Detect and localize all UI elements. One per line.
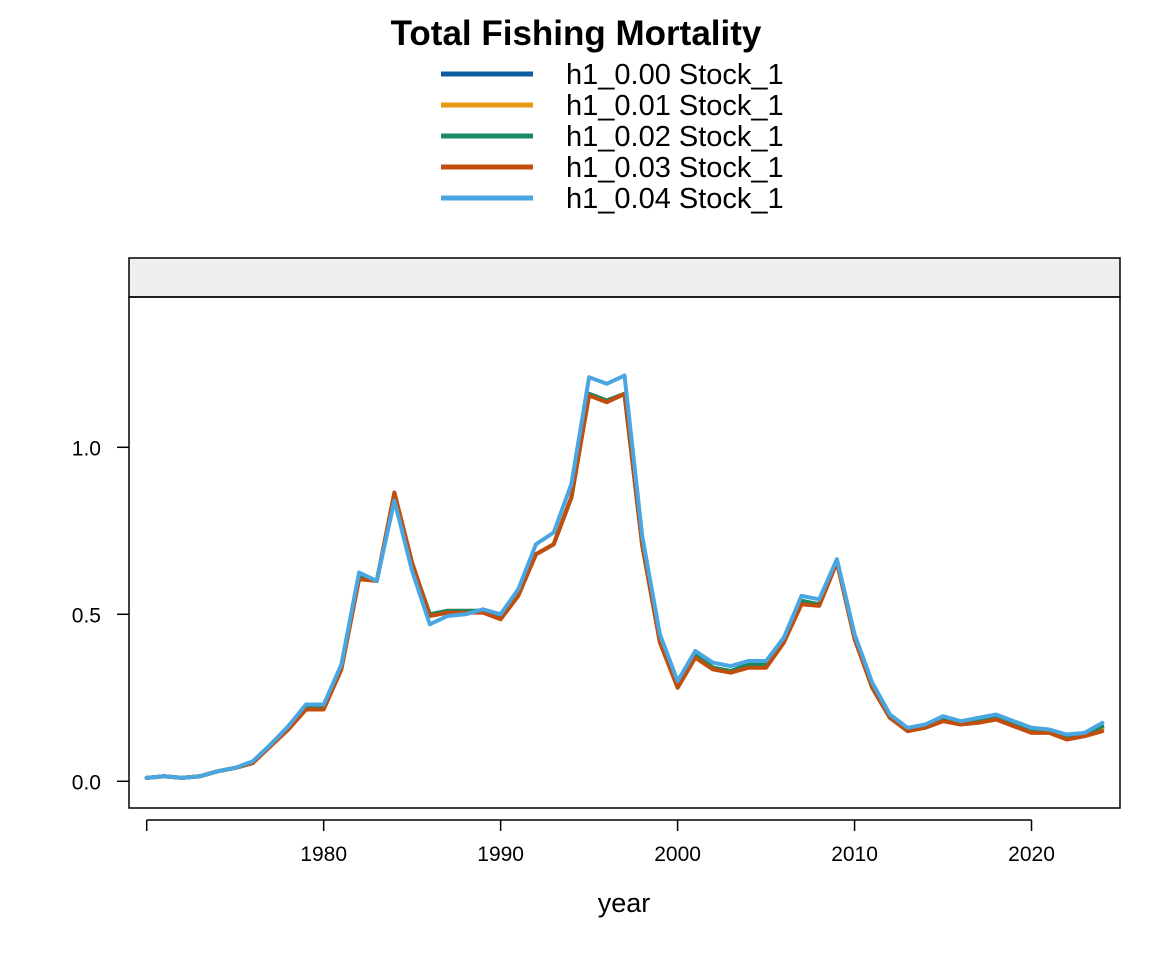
x-tick-label: 2020 <box>1008 843 1055 866</box>
x-axis-title: year <box>598 888 651 918</box>
y-tick-label: 0.5 <box>72 604 101 627</box>
x-tick-label: 2000 <box>654 843 701 866</box>
legend-label: h1_0.00 Stock_1 <box>566 59 784 91</box>
legend-label: h1_0.04 Stock_1 <box>566 183 784 215</box>
y-tick-label: 0.0 <box>72 771 101 794</box>
y-axis: 0.0 0.5 1.0 <box>72 437 129 794</box>
series-group <box>144 373 1105 780</box>
legend-label: h1_0.01 Stock_1 <box>566 90 784 122</box>
legend-label: h1_0.03 Stock_1 <box>566 152 784 184</box>
panel-strip <box>128 257 1121 298</box>
x-tick-label: 1990 <box>477 843 524 866</box>
x-tick-label: 1980 <box>300 843 347 866</box>
plot-area <box>128 296 1121 809</box>
series-line-h1-0-04-stock-1 <box>144 373 1105 780</box>
y-tick-label: 1.0 <box>72 437 101 460</box>
series-line-h1-0-03-stock-1 <box>144 391 1105 780</box>
x-axis: 1980 1990 2000 2010 2020 <box>145 819 1055 866</box>
legend-label: h1_0.02 Stock_1 <box>566 121 784 153</box>
x-tick-label: 2010 <box>831 843 878 866</box>
legend: h1_0.00 Stock_1h1_0.01 Stock_1h1_0.02 St… <box>441 59 784 215</box>
chart-title: Total Fishing Mortality <box>391 14 762 53</box>
